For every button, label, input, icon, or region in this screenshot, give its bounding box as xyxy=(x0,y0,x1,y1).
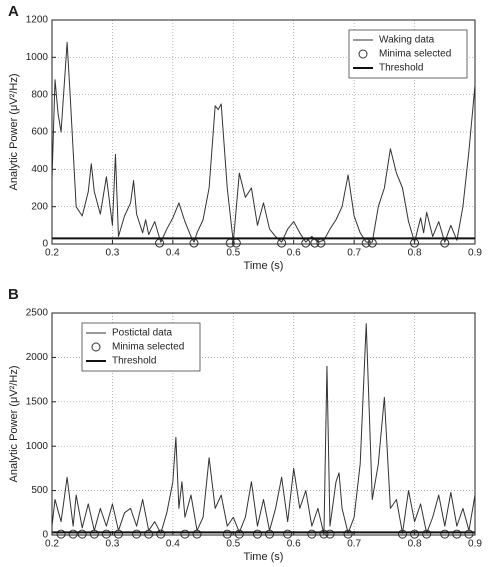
y-tick-label: 600 xyxy=(31,127,48,138)
minima-marker xyxy=(132,529,142,539)
y-tick-label: 500 xyxy=(31,485,48,496)
y-tick-label: 1200 xyxy=(26,15,49,26)
data-line xyxy=(51,41,476,243)
minima-marker xyxy=(410,529,420,539)
minima-marker xyxy=(56,529,66,539)
x-tick-label: 0.8 xyxy=(408,539,422,550)
minima-marker xyxy=(101,529,111,539)
y-tick-label: 2000 xyxy=(26,352,49,363)
x-tick-label: 0.4 xyxy=(166,248,180,259)
minima-marker xyxy=(265,529,275,539)
minima-marker xyxy=(144,529,154,539)
legend-box xyxy=(81,322,201,372)
minima-marker xyxy=(252,529,262,539)
minima-marker xyxy=(343,529,353,539)
x-tick-label: 0.5 xyxy=(226,539,240,550)
y-tick-label: 1000 xyxy=(26,52,49,63)
y-tick-label: 0 xyxy=(42,239,48,250)
minima-marker xyxy=(325,529,335,539)
y-tick-label: 0 xyxy=(42,530,48,541)
legend-label: Postictal data xyxy=(112,328,172,339)
minima-marker xyxy=(422,529,432,539)
legend-label: Waking data xyxy=(379,35,435,46)
data-line xyxy=(51,323,476,535)
minima-marker xyxy=(319,529,329,539)
legend-label: Minima selected xyxy=(379,49,451,60)
minima-marker xyxy=(397,529,407,539)
x-tick-label: 0.9 xyxy=(468,248,482,259)
minima-marker xyxy=(113,529,123,539)
y-tick-label: 1000 xyxy=(26,441,49,452)
legend-label: Minima selected xyxy=(112,342,184,353)
y-tick-label: 200 xyxy=(31,201,48,212)
plot-frame xyxy=(51,312,476,536)
y-tick-label: 1500 xyxy=(26,396,49,407)
y-axis-label: Analytic Power (μV²/Hz) xyxy=(8,366,20,483)
x-axis-label: Time (s) xyxy=(244,260,284,272)
legend-label: Threshold xyxy=(112,356,156,367)
y-tick-label: 800 xyxy=(31,89,48,100)
plot-frame xyxy=(51,19,476,245)
y-axis-label: Analytic Power (μV²/Hz) xyxy=(8,74,20,191)
legend-label: Threshold xyxy=(379,63,423,74)
x-axis-label: Time (s) xyxy=(244,551,284,563)
minima-marker xyxy=(77,529,87,539)
x-tick-label: 0.9 xyxy=(468,539,482,550)
minima-marker xyxy=(180,529,190,539)
minima-marker xyxy=(222,529,232,539)
minima-marker xyxy=(452,529,462,539)
x-tick-label: 0.3 xyxy=(105,539,119,550)
x-tick-label: 0.4 xyxy=(166,539,180,550)
x-tick-label: 0.6 xyxy=(287,539,301,550)
minima-marker xyxy=(89,529,99,539)
minima-marker xyxy=(68,529,78,539)
legend-marker xyxy=(358,49,368,59)
y-tick-label: 2500 xyxy=(26,308,49,319)
minima-marker xyxy=(234,529,244,539)
minima-marker xyxy=(283,529,293,539)
panel-label: A xyxy=(8,3,19,20)
minima-marker xyxy=(440,529,450,539)
x-tick-label: 0.5 xyxy=(226,248,240,259)
y-tick-label: 400 xyxy=(31,164,48,175)
panel-label: B xyxy=(8,286,19,303)
x-tick-label: 0.7 xyxy=(347,248,361,259)
minima-marker xyxy=(192,529,202,539)
x-tick-label: 0.8 xyxy=(408,248,422,259)
minima-marker xyxy=(464,529,474,539)
x-tick-label: 0.6 xyxy=(287,248,301,259)
x-tick-label: 0.2 xyxy=(45,539,59,550)
x-tick-label: 0.3 xyxy=(105,248,119,259)
legend-box xyxy=(348,29,468,79)
x-tick-label: 0.7 xyxy=(347,539,361,550)
minima-marker xyxy=(307,529,317,539)
minima-marker xyxy=(156,529,166,539)
legend-marker xyxy=(91,342,101,352)
x-tick-label: 0.2 xyxy=(45,248,59,259)
